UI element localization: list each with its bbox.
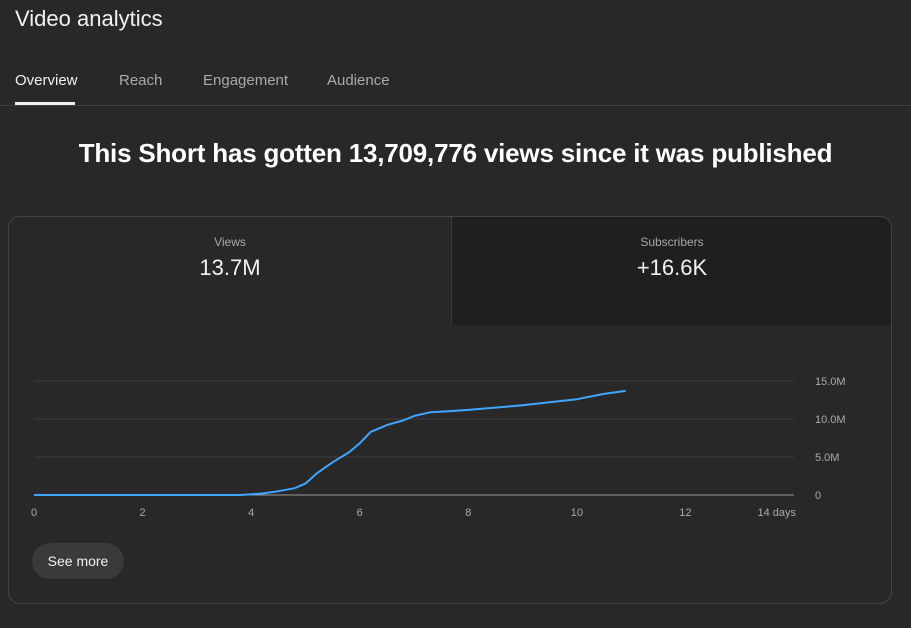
views-value: 13.7M [199, 255, 261, 280]
x-tick-label: 6 [357, 507, 363, 519]
subscribers-label: Subscribers [640, 235, 704, 249]
y-tick-label: 5.0M [815, 452, 839, 464]
y-tick-label: 0 [815, 490, 821, 502]
subscribers-metric-tab[interactable]: Subscribers +16.6K [451, 217, 891, 325]
analytics-card: Views 13.7M Subscribers +16.6K 0 5.0M 10.0… [8, 216, 892, 604]
see-more-button[interactable]: See more [32, 543, 124, 579]
x-tick-label: 8 [465, 507, 471, 519]
views-headline: This Short has gotten 13,709,776 views s… [78, 138, 833, 168]
y-tick-label: 10.0M [815, 414, 846, 426]
tab-reach[interactable]: Reach [119, 72, 163, 89]
x-tick-label: 14 days [757, 507, 796, 519]
active-tab-indicator [15, 102, 75, 105]
tab-engagement[interactable]: Engagement [203, 72, 289, 89]
x-tick-label: 10 [571, 507, 583, 519]
tab-audience[interactable]: Audience [327, 72, 390, 89]
views-line-chart: 0 5.0M 10.0M 15.0M 0 2 4 6 8 10 12 14 days [31, 376, 846, 519]
views-metric-tab[interactable]: Views 13.7M [9, 217, 451, 325]
x-tick-label: 4 [248, 507, 254, 519]
tab-bar: Overview Reach Engagement Audience [0, 60, 911, 106]
y-tick-label: 15.0M [815, 376, 846, 388]
x-tick-label: 12 [679, 507, 691, 519]
subscribers-value: +16.6K [636, 255, 708, 280]
x-tick-label: 2 [140, 507, 146, 519]
views-label: Views [214, 235, 246, 249]
views-series-line [34, 389, 626, 496]
x-tick-label: 0 [31, 507, 37, 519]
tab-overview[interactable]: Overview [15, 72, 78, 89]
page-title: Video analytics [15, 6, 163, 31]
